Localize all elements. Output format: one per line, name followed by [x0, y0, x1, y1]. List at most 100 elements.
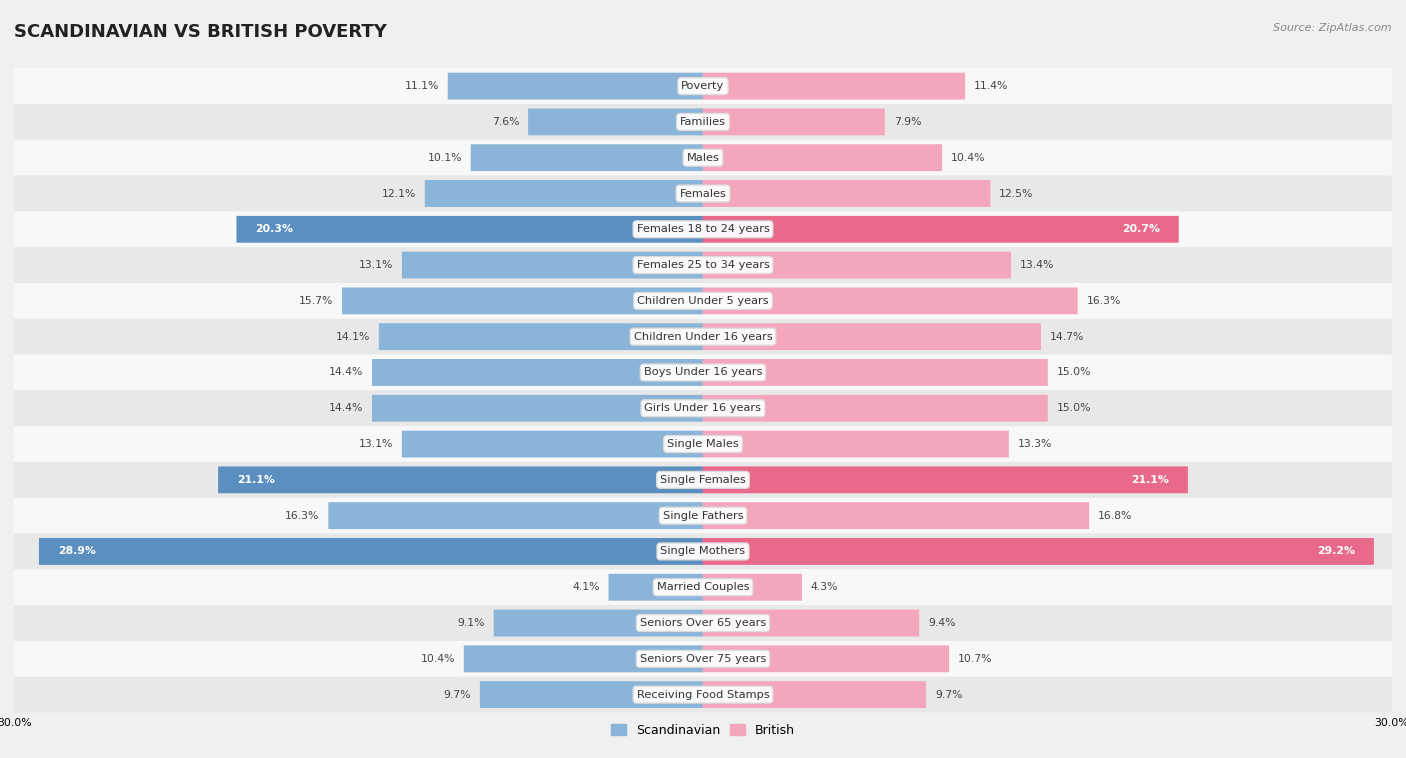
FancyBboxPatch shape	[14, 283, 1392, 319]
FancyBboxPatch shape	[703, 287, 1077, 315]
FancyBboxPatch shape	[703, 681, 927, 708]
Text: 13.4%: 13.4%	[1019, 260, 1054, 270]
Legend: Scandinavian, British: Scandinavian, British	[606, 719, 800, 742]
Text: 13.1%: 13.1%	[359, 439, 392, 449]
Text: 15.0%: 15.0%	[1057, 368, 1091, 377]
Text: 13.1%: 13.1%	[359, 260, 392, 270]
FancyBboxPatch shape	[703, 538, 1374, 565]
Text: Males: Males	[686, 152, 720, 163]
Text: 16.8%: 16.8%	[1098, 511, 1132, 521]
FancyBboxPatch shape	[14, 641, 1392, 677]
FancyBboxPatch shape	[14, 211, 1392, 247]
Text: 4.1%: 4.1%	[572, 582, 599, 592]
FancyBboxPatch shape	[39, 538, 703, 565]
Text: 15.0%: 15.0%	[1057, 403, 1091, 413]
Text: 29.2%: 29.2%	[1317, 547, 1355, 556]
FancyBboxPatch shape	[373, 359, 703, 386]
FancyBboxPatch shape	[479, 681, 703, 708]
Text: 10.1%: 10.1%	[427, 152, 461, 163]
Text: 14.7%: 14.7%	[1050, 332, 1084, 342]
Text: Single Males: Single Males	[666, 439, 740, 449]
FancyBboxPatch shape	[703, 503, 1090, 529]
FancyBboxPatch shape	[402, 252, 703, 278]
FancyBboxPatch shape	[402, 431, 703, 458]
Text: 11.4%: 11.4%	[974, 81, 1008, 91]
FancyBboxPatch shape	[703, 359, 1047, 386]
Text: Source: ZipAtlas.com: Source: ZipAtlas.com	[1274, 23, 1392, 33]
FancyBboxPatch shape	[14, 569, 1392, 605]
FancyBboxPatch shape	[703, 144, 942, 171]
Text: 12.1%: 12.1%	[381, 189, 416, 199]
FancyBboxPatch shape	[14, 319, 1392, 355]
Text: 20.7%: 20.7%	[1122, 224, 1160, 234]
FancyBboxPatch shape	[703, 252, 1011, 278]
FancyBboxPatch shape	[14, 498, 1392, 534]
FancyBboxPatch shape	[464, 645, 703, 672]
Text: 10.7%: 10.7%	[957, 654, 993, 664]
FancyBboxPatch shape	[329, 503, 703, 529]
Text: 15.7%: 15.7%	[299, 296, 333, 306]
FancyBboxPatch shape	[471, 144, 703, 171]
FancyBboxPatch shape	[236, 216, 703, 243]
Text: Single Fathers: Single Fathers	[662, 511, 744, 521]
FancyBboxPatch shape	[14, 426, 1392, 462]
Text: Single Mothers: Single Mothers	[661, 547, 745, 556]
Text: Seniors Over 65 years: Seniors Over 65 years	[640, 618, 766, 628]
FancyBboxPatch shape	[14, 176, 1392, 211]
Text: 14.4%: 14.4%	[329, 403, 363, 413]
FancyBboxPatch shape	[373, 395, 703, 421]
FancyBboxPatch shape	[342, 287, 703, 315]
Text: Single Females: Single Females	[661, 475, 745, 485]
Text: Boys Under 16 years: Boys Under 16 years	[644, 368, 762, 377]
FancyBboxPatch shape	[703, 466, 1188, 493]
FancyBboxPatch shape	[14, 104, 1392, 139]
FancyBboxPatch shape	[703, 645, 949, 672]
FancyBboxPatch shape	[529, 108, 703, 136]
Text: 9.7%: 9.7%	[443, 690, 471, 700]
Text: Females 18 to 24 years: Females 18 to 24 years	[637, 224, 769, 234]
Text: 20.3%: 20.3%	[256, 224, 294, 234]
FancyBboxPatch shape	[425, 180, 703, 207]
Text: 16.3%: 16.3%	[1087, 296, 1121, 306]
FancyBboxPatch shape	[703, 216, 1178, 243]
Text: 10.4%: 10.4%	[950, 152, 986, 163]
Text: 14.1%: 14.1%	[336, 332, 370, 342]
FancyBboxPatch shape	[703, 609, 920, 637]
Text: 7.9%: 7.9%	[894, 117, 921, 127]
Text: SCANDINAVIAN VS BRITISH POVERTY: SCANDINAVIAN VS BRITISH POVERTY	[14, 23, 387, 41]
Text: Girls Under 16 years: Girls Under 16 years	[644, 403, 762, 413]
Text: 13.3%: 13.3%	[1018, 439, 1052, 449]
Text: 14.4%: 14.4%	[329, 368, 363, 377]
FancyBboxPatch shape	[703, 574, 801, 600]
Text: 4.3%: 4.3%	[811, 582, 838, 592]
FancyBboxPatch shape	[14, 68, 1392, 104]
Text: 21.1%: 21.1%	[1132, 475, 1170, 485]
FancyBboxPatch shape	[703, 395, 1047, 421]
Text: 10.4%: 10.4%	[420, 654, 456, 664]
FancyBboxPatch shape	[14, 534, 1392, 569]
FancyBboxPatch shape	[609, 574, 703, 600]
FancyBboxPatch shape	[703, 180, 990, 207]
Text: 12.5%: 12.5%	[1000, 189, 1033, 199]
Text: 28.9%: 28.9%	[58, 547, 96, 556]
FancyBboxPatch shape	[14, 462, 1392, 498]
Text: 11.1%: 11.1%	[405, 81, 439, 91]
Text: 9.1%: 9.1%	[457, 618, 485, 628]
FancyBboxPatch shape	[703, 323, 1040, 350]
Text: Seniors Over 75 years: Seniors Over 75 years	[640, 654, 766, 664]
Text: Poverty: Poverty	[682, 81, 724, 91]
FancyBboxPatch shape	[14, 605, 1392, 641]
Text: 21.1%: 21.1%	[236, 475, 274, 485]
FancyBboxPatch shape	[447, 73, 703, 99]
FancyBboxPatch shape	[14, 677, 1392, 713]
FancyBboxPatch shape	[378, 323, 703, 350]
FancyBboxPatch shape	[218, 466, 703, 493]
Text: Children Under 5 years: Children Under 5 years	[637, 296, 769, 306]
Text: 9.7%: 9.7%	[935, 690, 963, 700]
FancyBboxPatch shape	[703, 431, 1008, 458]
FancyBboxPatch shape	[14, 139, 1392, 176]
Text: 9.4%: 9.4%	[928, 618, 956, 628]
FancyBboxPatch shape	[703, 73, 965, 99]
FancyBboxPatch shape	[14, 247, 1392, 283]
FancyBboxPatch shape	[14, 390, 1392, 426]
